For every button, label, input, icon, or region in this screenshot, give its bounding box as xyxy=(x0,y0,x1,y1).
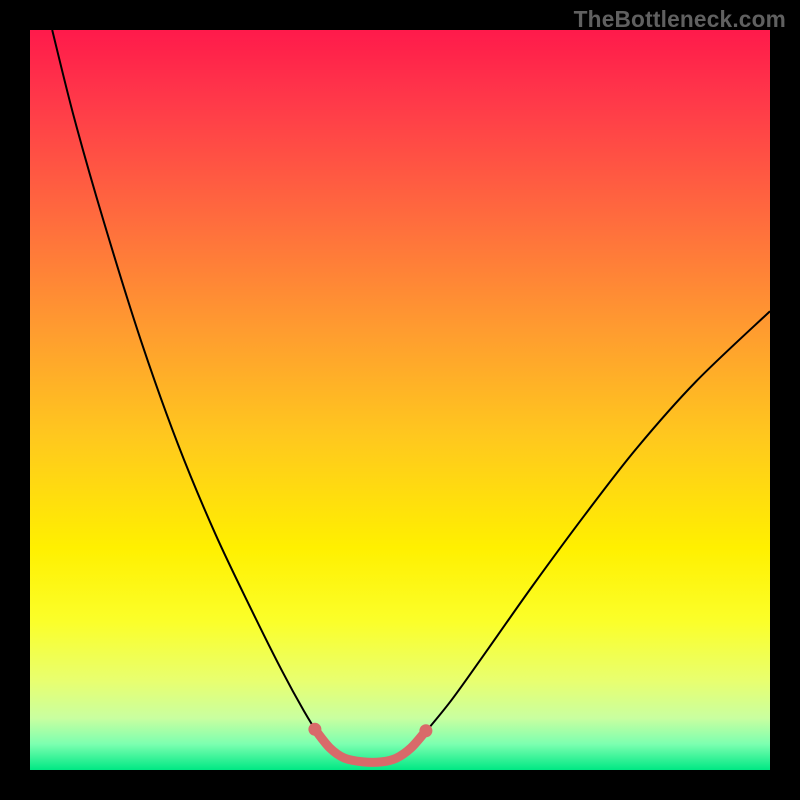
valley-endpoint-left xyxy=(308,723,321,736)
chart-frame: TheBottleneck.com xyxy=(0,0,800,800)
watermark-text: TheBottleneck.com xyxy=(574,6,786,33)
bottleneck-curve xyxy=(52,30,770,764)
valley-highlight xyxy=(315,729,426,762)
valley-endpoint-right xyxy=(419,724,432,737)
chart-svg xyxy=(30,30,770,770)
plot-area xyxy=(30,30,770,770)
